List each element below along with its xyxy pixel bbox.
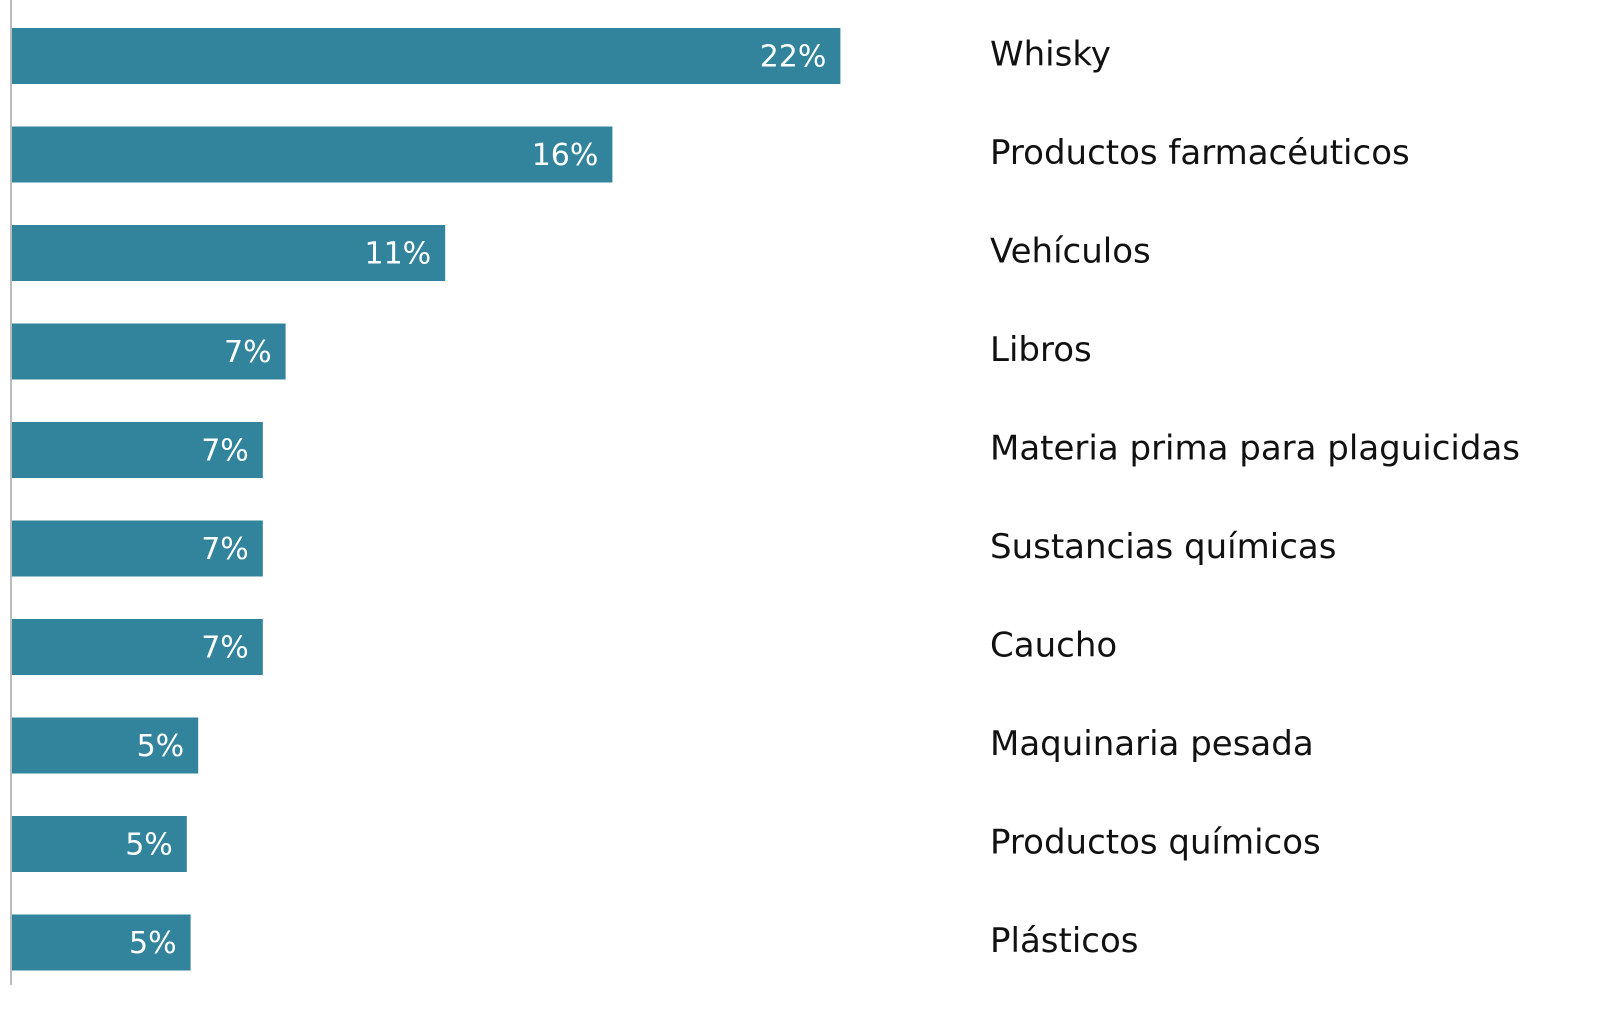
value-label: 5%	[129, 926, 177, 961]
value-label: 5%	[125, 828, 173, 863]
category-label: Sustancias químicas	[990, 527, 1336, 567]
bar	[12, 28, 841, 84]
category-label: Vehículos	[990, 232, 1151, 272]
value-label: 7%	[224, 335, 272, 370]
category-label: Whisky	[990, 35, 1111, 75]
category-label: Libros	[990, 330, 1092, 370]
value-label: 11%	[365, 237, 432, 272]
category-label: Productos farmacéuticos	[990, 133, 1410, 173]
bar	[12, 619, 263, 675]
bar	[12, 816, 187, 872]
category-label: Caucho	[990, 626, 1117, 666]
value-label: 7%	[201, 434, 249, 469]
category-label: Maquinaria pesada	[990, 724, 1314, 764]
category-label: Plásticos	[990, 921, 1138, 961]
bar	[12, 323, 286, 380]
bar	[12, 126, 613, 183]
category-label: Materia prima para plaguicidas	[990, 429, 1520, 469]
bar	[12, 520, 263, 577]
value-label: 7%	[201, 532, 249, 567]
value-label: 5%	[137, 729, 185, 764]
bar	[12, 717, 199, 774]
value-label: 7%	[201, 631, 249, 666]
bar	[12, 225, 446, 281]
category-label: Productos químicos	[990, 823, 1321, 863]
value-label: 16%	[532, 138, 599, 173]
bar	[12, 914, 191, 971]
value-label: 22%	[760, 40, 827, 75]
bar	[12, 422, 263, 478]
